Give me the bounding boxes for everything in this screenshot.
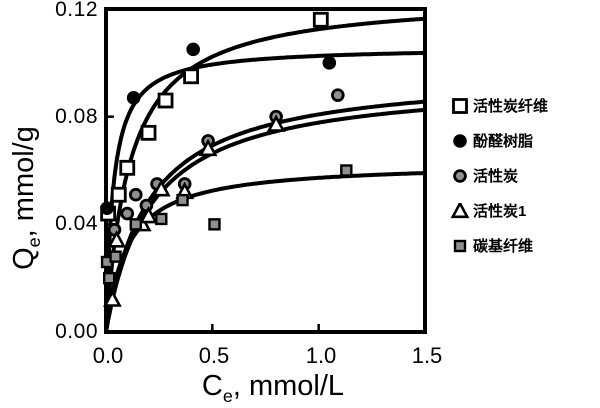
filled-circle-marker-icon [450,133,471,149]
phenolic-resin-point [126,91,141,105]
legend-label: 活性炭 [473,168,519,185]
legend-item-activated-carbon-fiber: 活性炭纤维 [450,88,598,123]
activated-carbon-1-point [103,289,122,307]
legend-label: 酚醛树脂 [473,133,534,150]
x-tick-label: 1.5 [411,343,443,368]
activated-carbon-1-point [151,178,171,197]
legend-item-carbon-based-fiber: 碳基纤维 [450,228,598,263]
activated-carbon-legend-marker [453,168,467,183]
carbon-based-fiber-point [340,164,353,177]
legend-item-activated-carbon: 活性炭 [450,158,598,193]
fitted-curves [104,16,427,334]
activated-carbon-fiber-legend-marker [452,97,468,114]
phenolic-resin-legend-marker [453,133,467,148]
y-axis-title: Qe, mmol/g [8,126,44,270]
activated-carbon-fiber-point [183,68,199,85]
phenolic-resin-point [100,201,114,215]
carbon-based-fiber-point [208,218,221,231]
activated-carbon-fiber-point [312,11,329,28]
activated-carbon-fiber-point [157,92,174,109]
plot-frame [104,7,427,334]
activated-carbon-1-point [139,205,158,224]
activated-carbon-1-point [107,230,127,248]
x-axis-title: Ce, mmol/L [201,370,345,406]
carbon-based-fiber-fit-curve [104,171,427,334]
y-tick-label: 0.08 [55,105,98,128]
phenolic-resin-fit-curve [104,50,427,334]
carbon-based-fiber-point [155,212,168,226]
activated-carbon-point [120,206,135,221]
carbon-based-fiber-point [102,271,116,285]
activated-carbon-fiber-point [119,159,136,176]
gray-circle-marker-icon [450,168,471,184]
activated-carbon-point [128,187,143,202]
carbon-based-fiber-point [129,218,142,231]
activated-carbon-fiber-point [140,124,157,141]
phenolic-resin-point [186,42,200,57]
carbon-based-fiber-legend-marker [453,239,467,252]
carbon-based-fiber-point [109,250,122,263]
phenolic-resin-point [322,56,337,70]
activated-carbon-1-point [198,138,218,157]
legend: 活性炭纤维 酚醛树脂 活性炭 活性炭1 碳基纤维 [450,88,598,263]
legend-item-phenolic-resin: 酚醛树脂 [450,123,598,158]
x-tick-label: 1.0 [305,343,337,368]
legend-label: 活性炭纤维 [473,98,549,115]
carbon-based-fiber-point [176,193,189,207]
data-points [100,11,353,307]
legend-label: 活性炭1 [473,203,527,220]
activated-carbon-1-legend-marker [450,202,470,218]
open-triangle-marker-icon [450,202,471,219]
legend-label: 碳基纤维 [473,238,534,255]
y-tick-label: 0.00 [55,320,98,343]
x-tick-label: 0.5 [198,343,230,368]
activated-carbon-point [331,88,345,102]
gray-square-marker-icon [450,238,471,254]
activated-carbon-fiber-point [110,186,127,203]
x-tick-label: 0.0 [92,343,124,368]
legend-item-activated-carbon-1: 活性炭1 [450,193,598,228]
activated-carbon-1-point [266,114,286,132]
open-square-marker-icon [450,97,471,114]
y-tick-label: 0.04 [55,212,98,235]
y-tick-label: 0.12 [55,0,98,21]
